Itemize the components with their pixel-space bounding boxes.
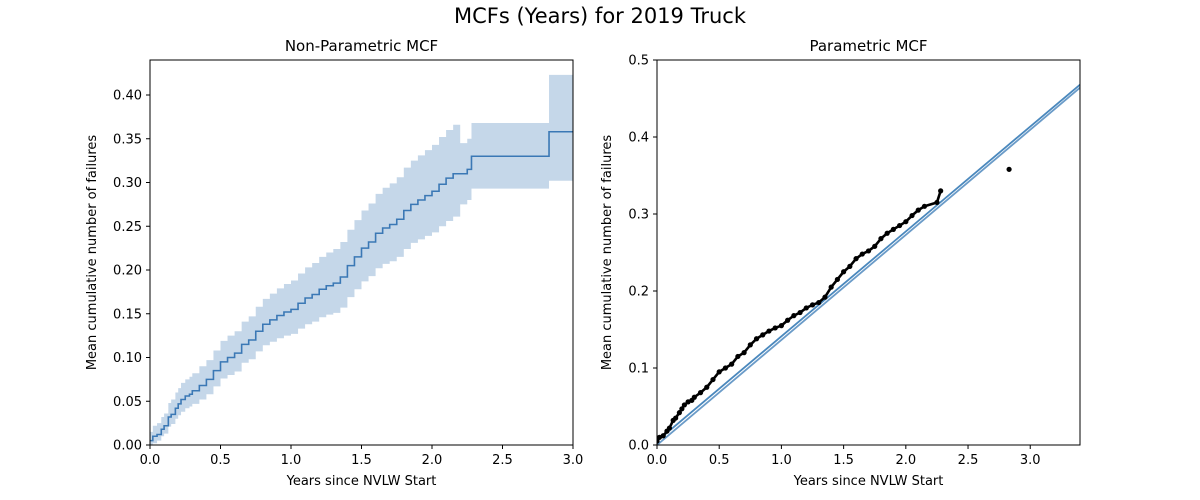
data-point [878, 236, 884, 242]
x-axis-label: Years since NVLW Start [286, 474, 437, 489]
data-point [841, 269, 847, 275]
axes-frame [656, 59, 1081, 446]
data-point [797, 309, 803, 316]
data-point [934, 199, 940, 206]
data-point [785, 317, 791, 323]
data-point [735, 353, 741, 360]
parametric-fit-line [657, 87, 1080, 445]
data-point [938, 188, 944, 194]
data-point [676, 410, 682, 416]
data-point [872, 243, 878, 249]
data-point [704, 384, 710, 390]
data-point [903, 219, 909, 225]
confidence-band [150, 74, 573, 445]
data-point [681, 402, 687, 408]
data-point [666, 425, 673, 431]
x-tick-label: 1.5 [351, 453, 372, 468]
x-tick-label: 2.0 [895, 453, 916, 468]
data-point [865, 248, 872, 254]
data-point [722, 365, 729, 371]
data-point [772, 325, 778, 331]
subplot-parametric: 0.0 0.5 1.0 1.5 2.0 2.5 3.0 0.0 0.1 0.2 0.3 0.4 0.5… [600, 37, 1081, 489]
x-tick-label: 3.0 [1020, 453, 1041, 468]
y-tick-label: 0.0 [628, 439, 649, 454]
x-tick-label: 0.5 [709, 453, 730, 468]
y-tick-label: 0.00 [113, 439, 142, 454]
y-axis-label: Mean cumulative number of failures [600, 135, 615, 371]
y-tick-label: 0.15 [113, 307, 142, 322]
data-point [747, 342, 753, 348]
data-point [753, 336, 760, 342]
y-tick-label: 0.10 [113, 351, 142, 366]
parametric-fit-line [657, 83, 1080, 442]
data-point [834, 276, 840, 283]
y-tick-label: 0.4 [628, 131, 649, 146]
y-tick-label: 0.30 [113, 176, 142, 191]
data-point [890, 226, 896, 232]
subplot-title: Non-Parametric MCF [285, 37, 438, 55]
data-point [897, 222, 903, 229]
data-point [921, 203, 928, 209]
y-tick-label: 0.1 [628, 362, 649, 377]
data-point [778, 323, 785, 329]
data-point [710, 376, 716, 383]
data-point [859, 251, 865, 257]
data-point [716, 369, 722, 375]
data-point [822, 294, 828, 300]
data-point [679, 406, 685, 412]
x-tick-label: 1.5 [833, 453, 854, 468]
data-point [660, 433, 666, 439]
x-tick-label: 0.0 [647, 453, 668, 468]
data-point [760, 332, 766, 338]
data-point [766, 328, 772, 334]
x-tick-label: 1.0 [281, 453, 302, 468]
y-tick-label: 0.5 [628, 54, 649, 69]
y-axis-label: Mean cumulative number of failures [85, 135, 100, 371]
mcf-step-line [150, 130, 573, 442]
data-point [853, 256, 859, 262]
data-point [828, 284, 834, 290]
data-point [791, 313, 797, 319]
x-tick-label: 0.5 [210, 453, 231, 468]
subplot-title: Parametric MCF [809, 37, 927, 55]
y-tick-label: 0.25 [113, 220, 142, 235]
y-tick-label: 0.2 [628, 285, 649, 300]
data-point [909, 212, 915, 219]
x-tick-label: 2.5 [492, 453, 513, 468]
x-tick-label: 1.0 [771, 453, 792, 468]
y-tick-label: 0.35 [113, 132, 142, 147]
data-point [1006, 166, 1012, 172]
x-tick-label: 0.0 [140, 453, 161, 468]
y-tick-label: 0.40 [113, 89, 142, 104]
figure-title: MCFs (Years) for 2019 Truck [453, 4, 746, 28]
data-point [697, 390, 704, 396]
data-point [803, 305, 809, 311]
data-points-trace [657, 190, 942, 442]
data-point [729, 361, 735, 367]
data-point [741, 350, 747, 356]
x-tick-label: 2.5 [958, 453, 979, 468]
x-tick-label: 2.0 [422, 453, 443, 468]
subplot-non-parametric: 0.0 0.5 1.0 1.5 2.0 2.5 3.0 0.00 0.05 0.10 0.15 0.… [85, 37, 583, 489]
data-point [915, 207, 921, 213]
data-point [847, 263, 853, 269]
data-point [657, 438, 660, 444]
y-tick-label: 0.05 [113, 395, 142, 410]
y-tick-label: 0.20 [113, 264, 142, 279]
data-point [691, 394, 697, 400]
y-tick-label: 0.3 [628, 208, 649, 223]
x-axis-label: Years since NVLW Start [793, 474, 944, 489]
x-tick-label: 3.0 [563, 453, 584, 468]
data-point [673, 415, 679, 421]
data-point [884, 230, 890, 236]
data-point [816, 299, 822, 306]
data-point [809, 302, 816, 308]
